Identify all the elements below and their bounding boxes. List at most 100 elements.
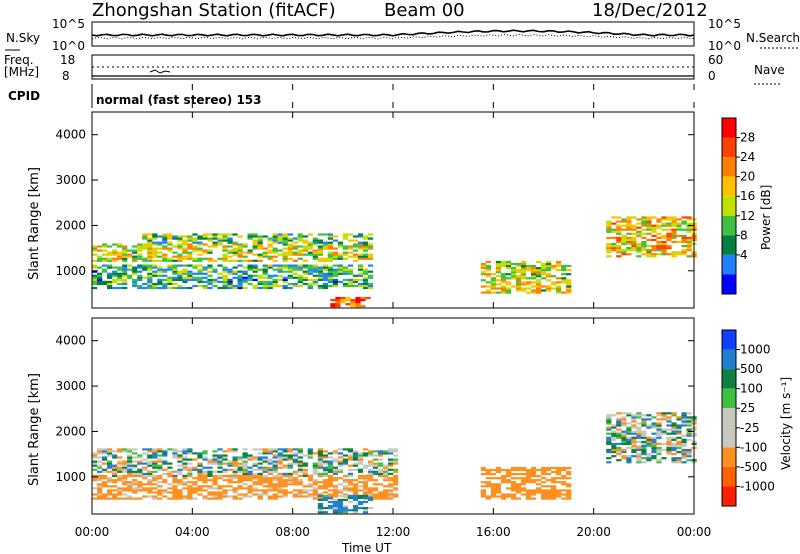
power-cell [367, 245, 374, 248]
velocity-cell [317, 462, 323, 465]
velocity-cell [372, 458, 379, 461]
power-cell [97, 255, 103, 258]
power-cell [525, 281, 532, 284]
velocity-cell [167, 497, 173, 500]
velocity-cell [372, 466, 379, 469]
power-cell [207, 264, 213, 267]
power-cell [485, 260, 491, 264]
velocity-cell [167, 462, 173, 465]
velocity-cell [661, 416, 667, 419]
velocity-cell [332, 495, 338, 498]
velocity-cell [102, 456, 108, 459]
power-cell [515, 275, 522, 278]
power-cell [107, 264, 113, 267]
power-cell [606, 242, 612, 246]
velocity-cell [252, 475, 258, 478]
power-cell [147, 245, 153, 248]
velocity-cell [152, 470, 158, 473]
power-cell [282, 286, 288, 290]
power-cell [546, 287, 552, 290]
power-cell [515, 279, 522, 282]
velocity-cell [147, 479, 153, 482]
power-cell [197, 280, 203, 283]
power-cell [327, 259, 333, 262]
velocity-cell [671, 448, 677, 452]
velocity-cell [277, 456, 283, 459]
velocity-cell [112, 479, 118, 482]
power-cell [606, 247, 612, 250]
power-cell [177, 247, 183, 250]
power-ytick-2000: 2000 [55, 218, 86, 232]
velocity-cell [666, 453, 672, 456]
power-cell [197, 243, 203, 246]
power-cell [656, 253, 662, 256]
power-cell [117, 257, 123, 260]
power-cell [252, 259, 258, 262]
velocity-cell [541, 491, 547, 494]
power-cell [347, 284, 353, 288]
velocity-cell [490, 491, 496, 494]
power-cell [162, 233, 168, 236]
velocity-cell [362, 464, 369, 467]
velocity-cell [546, 466, 552, 470]
velocity-cell [541, 481, 547, 484]
power-cell [177, 274, 183, 277]
velocity-cell [531, 479, 537, 482]
velocity-cell [322, 472, 328, 475]
noise-sky-line [91, 29, 695, 37]
velocity-cell [485, 483, 491, 486]
power-cell [227, 282, 233, 286]
velocity-cell [162, 481, 168, 484]
velocity-cbar-tick-0: 1000 [740, 343, 771, 357]
velocity-cell [187, 487, 193, 490]
power-cell [217, 286, 223, 290]
velocity-cell [117, 470, 123, 473]
power-cell [142, 286, 148, 290]
noise-left-tick-top: 10^5 [52, 17, 85, 31]
power-cell [357, 284, 364, 288]
power-cell [671, 222, 677, 225]
power-cell [257, 259, 263, 262]
velocity-cell [525, 489, 532, 492]
velocity-cell [317, 498, 323, 501]
velocity-cell [222, 458, 228, 461]
power-cell [317, 268, 323, 271]
velocity-cell [686, 432, 692, 435]
power-cell [242, 272, 248, 275]
velocity-cell [636, 422, 642, 425]
velocity-cell [337, 507, 343, 510]
velocity-cell [566, 477, 572, 480]
velocity-cell [142, 466, 148, 469]
velocity-cell [327, 500, 333, 504]
velocity-cell [97, 475, 103, 478]
velocity-cell [277, 477, 283, 480]
power-cell [232, 266, 238, 269]
power-cell [676, 218, 682, 221]
power-cell [217, 264, 223, 267]
velocity-cell [177, 450, 183, 453]
velocity-cell [611, 432, 617, 435]
power-cell [541, 269, 547, 272]
power-cell [312, 270, 318, 273]
power-cell [242, 255, 248, 258]
velocity-cell [272, 485, 278, 488]
velocity-cell [393, 479, 399, 482]
power-cell [152, 264, 158, 267]
velocity-cell [520, 473, 527, 476]
power-cell [282, 251, 288, 254]
power-cell [107, 284, 113, 288]
velocity-cell [227, 464, 233, 467]
power-cell [242, 243, 248, 246]
velocity-cell [262, 468, 268, 471]
velocity-cell [322, 496, 328, 499]
velocity-cell [272, 464, 278, 467]
power-cell [342, 268, 348, 271]
velocity-cell [102, 470, 108, 473]
power-cell [237, 255, 243, 258]
velocity-cell [92, 487, 98, 490]
power-cell [172, 270, 178, 273]
power-cell [177, 286, 183, 290]
velocity-cell [656, 436, 662, 439]
power-cell [327, 243, 333, 246]
velocity-cell [217, 466, 223, 469]
